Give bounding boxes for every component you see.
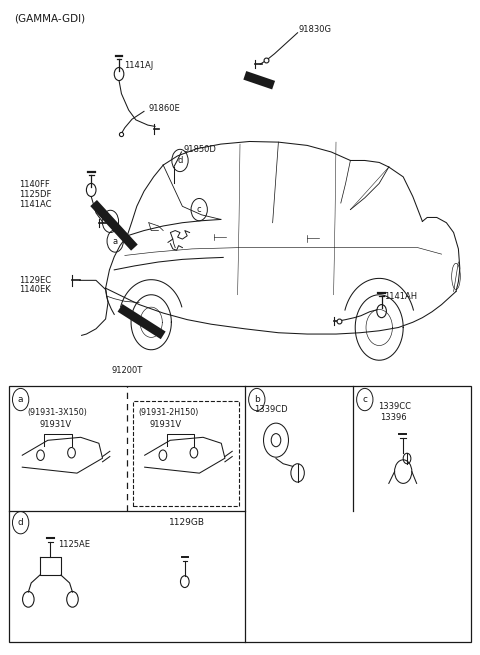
Text: a: a xyxy=(113,236,118,246)
Text: (91931-3X150): (91931-3X150) xyxy=(28,408,88,417)
Text: b: b xyxy=(254,395,260,404)
Text: 1129GB: 1129GB xyxy=(169,518,204,527)
Text: d: d xyxy=(18,518,24,527)
Text: c: c xyxy=(197,205,202,214)
Text: 91830G: 91830G xyxy=(299,25,332,34)
Text: 1339CC: 1339CC xyxy=(378,402,411,411)
Text: 1141AH: 1141AH xyxy=(384,292,417,301)
Text: (GAMMA-GDI): (GAMMA-GDI) xyxy=(14,13,85,23)
Bar xyxy=(133,401,239,506)
Text: 1140FF: 1140FF xyxy=(19,180,50,189)
Text: 1141AJ: 1141AJ xyxy=(124,61,153,70)
Text: 1339CD: 1339CD xyxy=(254,405,288,414)
Text: (91931-2H150): (91931-2H150) xyxy=(138,408,199,417)
Text: b: b xyxy=(108,217,113,226)
Text: 91931V: 91931V xyxy=(39,420,72,429)
Text: 1125DF: 1125DF xyxy=(19,190,51,199)
Text: 91200T: 91200T xyxy=(111,365,143,375)
Text: d: d xyxy=(177,156,183,165)
Text: 91850D: 91850D xyxy=(183,145,216,154)
Text: 13396: 13396 xyxy=(380,413,407,422)
Text: 1129EC: 1129EC xyxy=(19,276,51,285)
Text: 1141AC: 1141AC xyxy=(19,200,52,209)
Text: 1140EK: 1140EK xyxy=(19,285,51,294)
Text: a: a xyxy=(18,395,24,404)
Bar xyxy=(9,386,471,642)
Text: 91931V: 91931V xyxy=(150,420,182,429)
Text: c: c xyxy=(362,395,367,404)
Text: 1125AE: 1125AE xyxy=(59,540,91,550)
Text: 91860E: 91860E xyxy=(149,103,180,113)
